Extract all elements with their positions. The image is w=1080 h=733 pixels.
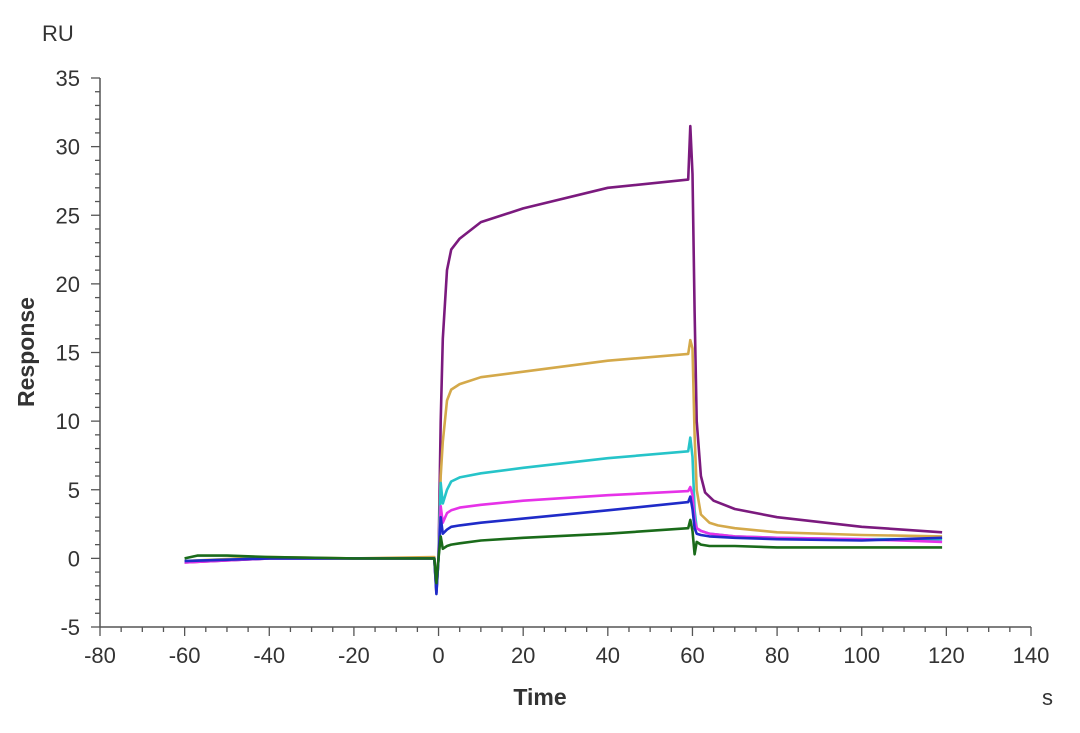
y-tick-label: 15 [56,341,80,366]
y-tick-label: 25 [56,203,80,228]
y-tick-label: 0 [68,546,80,571]
y-tick-label: 35 [56,66,80,91]
x-tick-label: 120 [928,643,965,668]
x-unit-label: s [1042,685,1053,710]
x-tick-label: 40 [596,643,620,668]
y-tick-label: 30 [56,135,80,160]
y-tick-label: -5 [60,615,80,640]
x-tick-label: -60 [169,643,201,668]
x-axis-title: Time [513,684,566,710]
series-line-4 [184,485,943,592]
x-tick-label: 100 [843,643,880,668]
x-tick-label: 20 [511,643,535,668]
series-line-5 [184,495,943,596]
x-tick-label: -20 [338,643,370,668]
x-tick-label: -40 [253,643,285,668]
x-tick-label: 80 [765,643,789,668]
x-axis: -80 -60 -40 -20 0 20 40 60 80 100 120 140 [84,626,1050,668]
x-tick-label: 140 [1013,643,1050,668]
x-tick-label: 60 [680,643,704,668]
y-tick-label: 20 [56,272,80,297]
y-tick-label: 10 [56,409,80,434]
y-tick-label: 5 [68,478,80,503]
series-line-1 [184,124,943,594]
x-tick-label: -80 [84,643,116,668]
y-unit-label: RU [42,21,74,46]
x-tick-label: 0 [432,643,444,668]
series-line-6 [184,518,943,585]
y-axis: -5 0 5 10 15 20 25 30 35 [56,66,101,640]
series-group [184,124,943,596]
y-axis-title: Response [13,297,39,407]
